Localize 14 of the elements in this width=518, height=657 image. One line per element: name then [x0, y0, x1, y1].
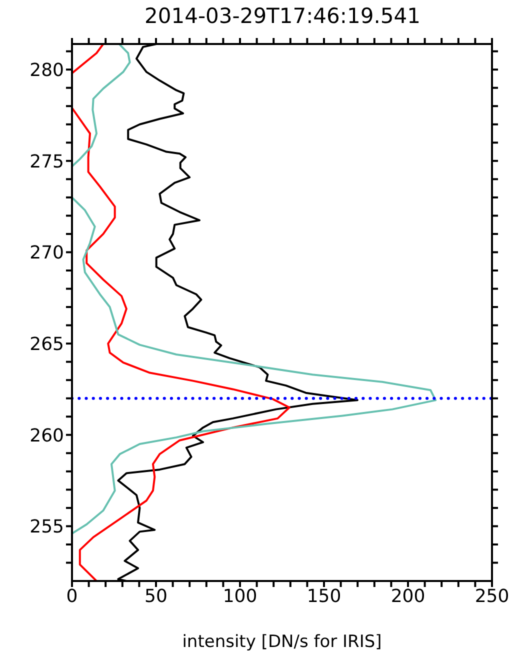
y-tick-label: 260	[30, 425, 64, 446]
chart-title: 2014-03-29T17:46:19.541	[144, 4, 422, 28]
x-tick-label: 50	[144, 586, 168, 607]
y-tick-label: 270	[30, 242, 64, 264]
x-tick-label: 150	[306, 586, 342, 607]
x-axis-title: intensity [DN/s for IRIS]	[182, 632, 382, 652]
y-tick-label: 255	[30, 516, 64, 538]
y-tick-label: 275	[30, 151, 64, 172]
x-tick-label: 100	[222, 586, 258, 607]
x-tick-label: 250	[474, 586, 510, 607]
x-tick-label: 0	[66, 586, 78, 607]
y-tick-label: 280	[30, 60, 64, 81]
x-tick-label: 200	[390, 586, 426, 607]
y-tick-label: 265	[30, 334, 64, 355]
